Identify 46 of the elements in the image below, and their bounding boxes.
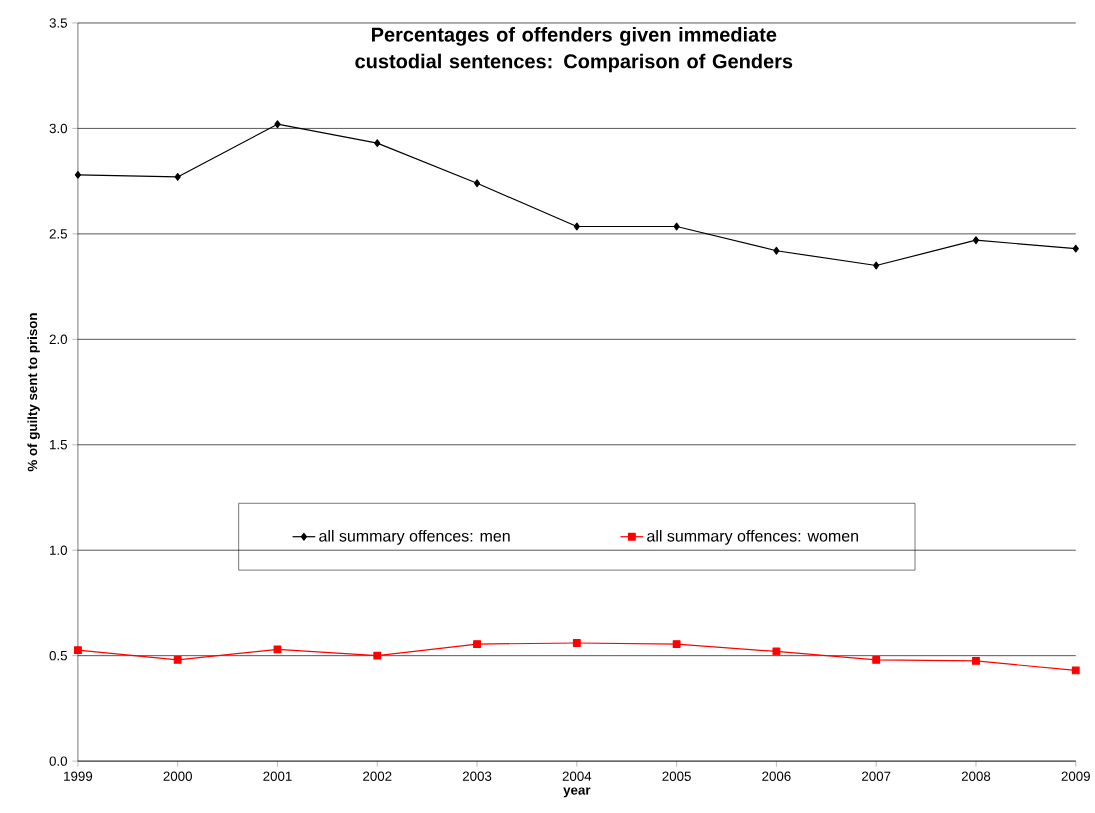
x-tick-label: 2005 bbox=[662, 771, 691, 781]
x-tick-label: 1999 bbox=[64, 771, 93, 781]
y-tick-label: 2.5 bbox=[49, 229, 67, 239]
y-axis-title: % of guilty sent to prison bbox=[27, 313, 40, 472]
x-tick-label: 2001 bbox=[263, 771, 292, 781]
point bbox=[972, 236, 980, 245]
x-tick-label: 2004 bbox=[562, 771, 592, 781]
point bbox=[1072, 244, 1079, 253]
point bbox=[273, 645, 282, 654]
point bbox=[1071, 666, 1080, 675]
y-tick-label: 1.5 bbox=[50, 440, 67, 450]
point bbox=[772, 647, 781, 656]
point bbox=[274, 120, 281, 129]
point bbox=[74, 170, 82, 179]
point bbox=[174, 172, 181, 181]
x-tick-label: 2009 bbox=[1061, 771, 1090, 781]
x-axis-title: year bbox=[563, 787, 591, 798]
x-tick-label: 2007 bbox=[862, 771, 891, 781]
point bbox=[773, 246, 780, 255]
point bbox=[672, 640, 681, 648]
point bbox=[473, 179, 481, 188]
y-tick-label: 0.5 bbox=[49, 650, 67, 661]
x-tick-label: 2000 bbox=[163, 771, 192, 781]
point bbox=[173, 655, 182, 664]
y-tick-label: 0.0 bbox=[49, 756, 68, 766]
point bbox=[872, 655, 881, 664]
x-tick-label: 2008 bbox=[961, 771, 991, 781]
x-tick-label: 2006 bbox=[762, 771, 791, 781]
point bbox=[972, 656, 980, 665]
point bbox=[572, 639, 581, 647]
y-tick-label: 1.0 bbox=[50, 545, 68, 555]
point bbox=[873, 261, 880, 270]
point bbox=[473, 640, 481, 648]
y-tick-label: 3.0 bbox=[49, 123, 68, 134]
y-tick-label: 3.5 bbox=[49, 18, 67, 28]
x-tick-label: 2002 bbox=[363, 771, 392, 781]
point bbox=[374, 139, 381, 148]
point bbox=[73, 646, 82, 655]
legend-label: all summary offences: men bbox=[319, 529, 510, 545]
point bbox=[673, 222, 680, 231]
text: Percentages of offenders given immediate custodial sentences: Comparison of Genders bbox=[355, 27, 793, 73]
point bbox=[373, 651, 382, 660]
legend-label: all summary offences: women bbox=[647, 529, 859, 545]
y-tick-label: 2.0 bbox=[49, 334, 68, 345]
point bbox=[573, 222, 580, 231]
x-tick-label: 2003 bbox=[462, 771, 492, 781]
